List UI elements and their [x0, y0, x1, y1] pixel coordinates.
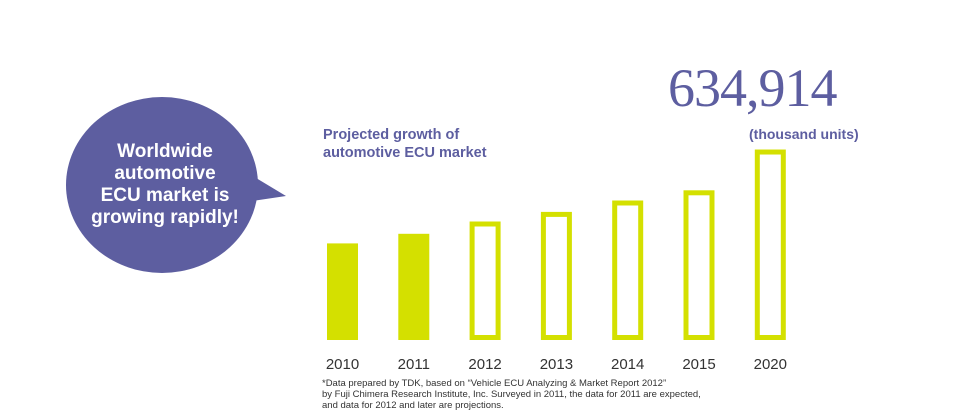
speech-bubble-tail — [246, 172, 286, 202]
tick-label-2015: 2015 — [682, 356, 715, 373]
tick-label-2010: 2010 — [326, 356, 359, 373]
bar-2010 — [327, 243, 358, 340]
tick-label-2013: 2013 — [540, 356, 573, 373]
bar-2014 — [612, 200, 644, 340]
bar-2020 — [754, 149, 786, 340]
bar-2011 — [398, 233, 430, 340]
chart-title: Projected growth of automotive ECU marke… — [323, 127, 487, 161]
bubble-text: Worldwide automotive ECU market is growi… — [91, 141, 239, 228]
speech-bubble: Worldwide automotive ECU market is growi… — [66, 97, 258, 273]
tick-label-2014: 2014 — [611, 356, 644, 373]
bar-2015 — [683, 190, 715, 340]
units-label: (thousand units) — [749, 126, 859, 142]
bar-2013 — [540, 211, 572, 340]
tick-label-2011: 2011 — [398, 356, 430, 373]
footnote: *Data prepared by TDK, based on “Vehicle… — [322, 378, 701, 411]
tick-label-2020: 2020 — [754, 356, 787, 373]
tick-label-2012: 2012 — [468, 356, 501, 373]
bar-2012 — [469, 221, 501, 340]
highlight-value: 634,914 — [668, 58, 837, 118]
